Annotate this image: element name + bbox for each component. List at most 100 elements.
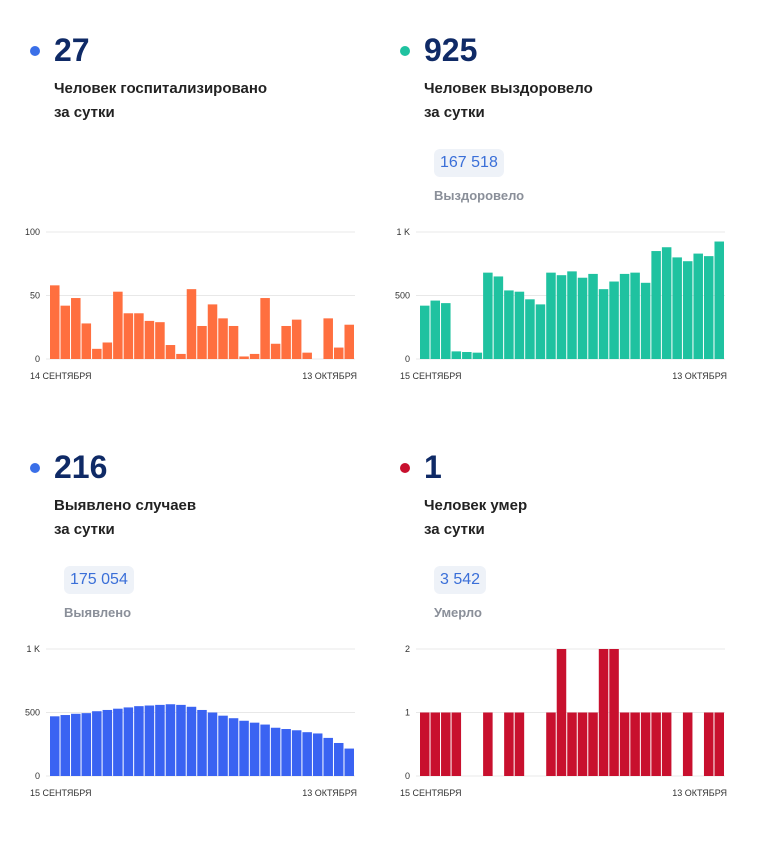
deaths-chart: 0 1 2 15 СЕНТЯБРЯ 13 ОКТЯБРЯ [400,644,727,798]
bar [344,324,354,359]
recovered-label: Человек выздоровело за сутки [424,77,684,125]
bar [640,282,651,359]
bar [609,649,619,776]
status-dot [400,46,410,56]
bar [619,712,630,776]
bar [577,712,588,776]
bar [714,712,724,776]
panel-recovered: 925 Человек выздоровело за сутки 167 518… [395,32,740,432]
y-tick-label: 0 [35,771,40,781]
status-dot [30,463,40,473]
y-tick-label: 2 [405,644,410,654]
hospitalized-label: Человек госпитализировано за сутки [54,77,314,125]
bar [71,298,81,359]
bar [197,709,207,776]
bar [113,708,123,776]
bar [472,352,483,359]
bar [134,313,144,359]
bar [144,705,155,776]
label-line-1: Человек умер [424,497,528,514]
bar [546,272,556,359]
bar [483,712,493,776]
bar [123,707,134,776]
bar [302,352,312,359]
y-tick-label: 100 [25,227,40,237]
bar [260,298,270,359]
x-start-label: 15 СЕНТЯБРЯ [400,371,462,381]
bar [81,323,92,359]
bar [430,300,441,359]
panel-cases: 216 Выявлено случаев за сутки 175 054 Вы… [25,449,370,849]
hospitalized-value: 27 [54,32,90,68]
cases-total: 175 054 [64,566,134,594]
x-start-label: 15 СЕНТЯБРЯ [30,788,92,798]
y-tick-label: 0 [405,354,410,364]
bar [186,706,197,776]
bar [102,342,113,359]
y-tick-label: 50 [30,291,40,301]
x-end-label: 13 ОКТЯБРЯ [672,371,727,381]
bar [155,704,165,776]
bar [619,273,630,359]
label-line-2: за сутки [54,104,115,121]
panel-hospitalized: 27 Человек госпитализировано за сутки 0 5… [25,32,370,432]
bar [92,711,102,776]
bar [556,275,567,359]
bar [281,729,291,776]
bar [598,649,609,776]
bar [651,251,661,359]
bar [207,304,218,359]
bar [525,299,535,359]
bar [312,733,323,776]
y-tick-label: 1 K [26,644,40,654]
bar [556,649,567,776]
bar [630,712,640,776]
bar [535,304,546,359]
bar [323,737,333,776]
bar [102,709,113,776]
bar [218,318,228,359]
bar [420,712,430,776]
label-line-2: за сутки [424,104,485,121]
bar [451,351,462,359]
bar [462,352,472,359]
deaths-total: 3 542 [434,566,487,594]
y-tick-label: 0 [35,354,40,364]
bar [302,732,312,776]
bar [504,290,514,359]
bar [228,718,239,776]
bar [567,712,577,776]
y-tick-label: 1 K [396,227,410,237]
cases-label: Выявлено случаев за сутки [54,494,314,542]
bar [344,748,354,776]
bar [134,706,144,776]
bar [703,256,714,359]
x-end-label: 13 ОКТЯБРЯ [302,788,357,798]
bar [640,712,651,776]
bar [714,241,724,359]
bar [165,345,176,359]
bar [609,281,619,359]
bar [144,320,155,359]
bar [249,353,260,359]
bar [50,285,60,359]
bar [92,348,102,359]
bar [176,353,186,359]
bar [197,325,207,359]
label-line-2: за сутки [424,521,485,538]
bar [546,712,556,776]
cases-total-label: Выявлено [64,605,132,620]
bar [493,276,504,359]
bar [113,291,123,359]
bar [430,712,441,776]
bar [218,715,228,776]
bar [598,289,609,359]
bar [588,712,598,776]
bar [483,272,493,359]
bar [260,724,270,776]
bar [577,277,588,359]
bar [451,712,462,776]
hospitalized-chart: 0 50 100 14 СЕНТЯБРЯ 13 ОКТЯБРЯ [25,227,357,381]
bar [270,343,281,359]
bar [291,319,302,359]
